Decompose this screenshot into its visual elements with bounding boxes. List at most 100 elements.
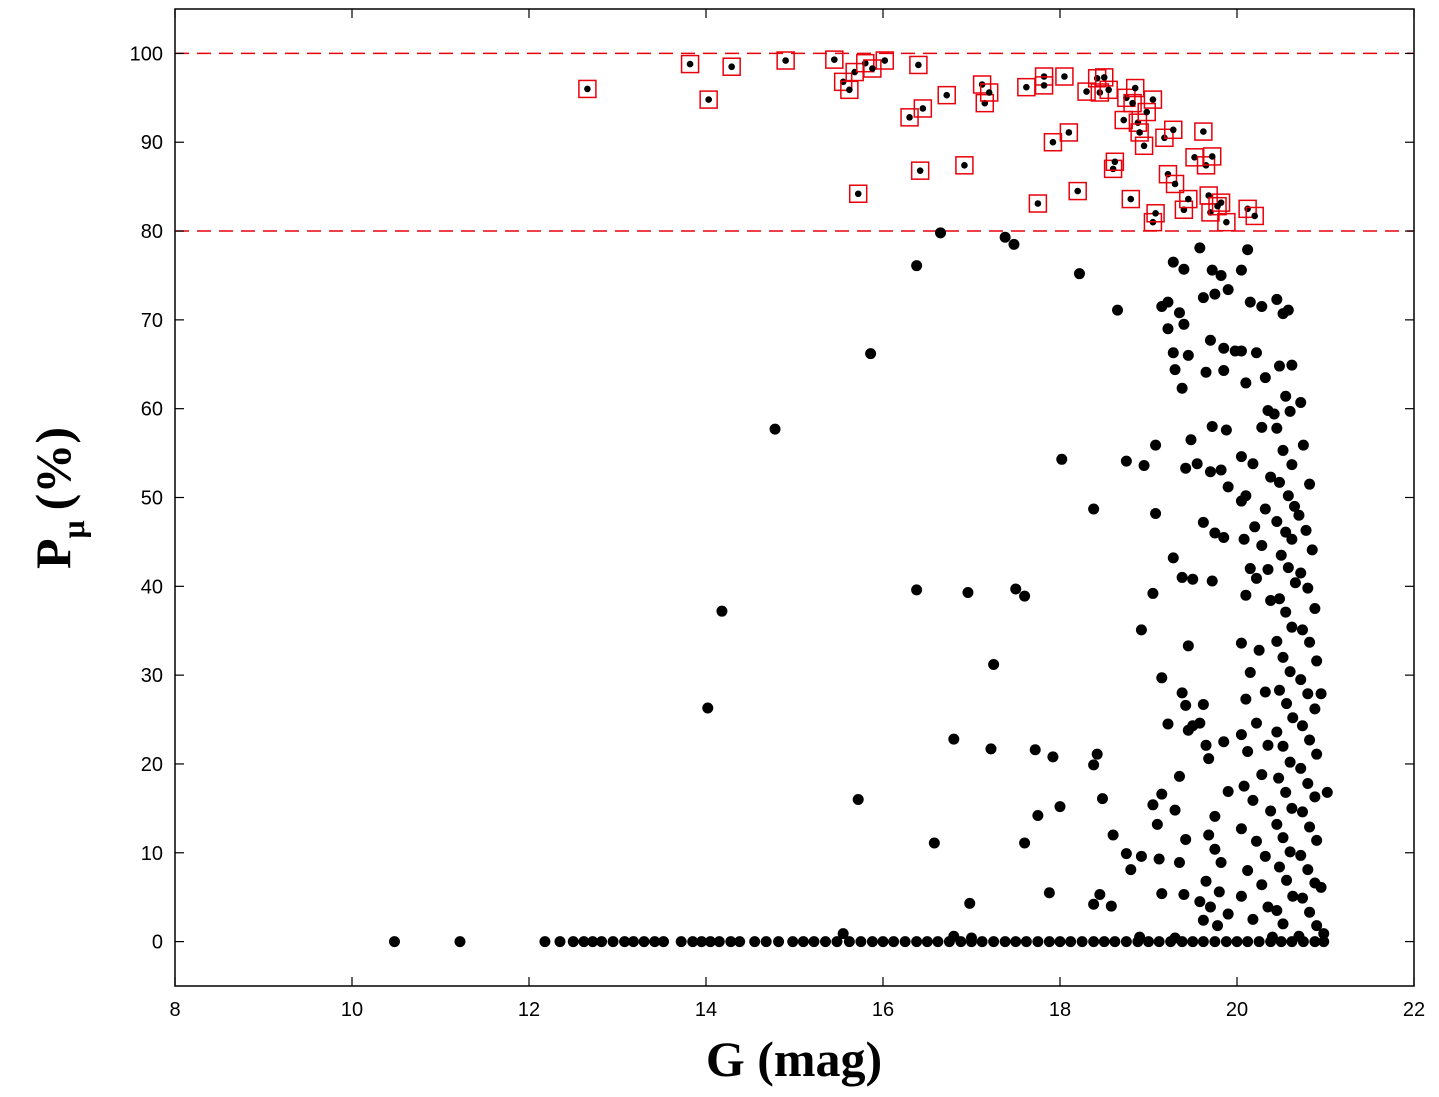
data-point [1150,507,1162,519]
data-point [769,423,781,435]
data-point [1280,786,1292,798]
data-point [1204,466,1216,478]
data-point [1235,451,1247,463]
data-point [988,936,1000,948]
data-point [1277,740,1289,752]
member-box [776,51,795,70]
data-point [1242,865,1254,877]
data-point [1247,458,1259,470]
data-point [1218,736,1230,748]
data-point [976,936,988,948]
data-point [1242,936,1254,948]
data-point [865,348,877,360]
member-box [910,161,930,180]
data-point [1296,806,1308,818]
data-point [1167,347,1179,359]
data-point [539,936,551,948]
data-point [1273,861,1285,873]
data-point [1169,364,1181,376]
data-point [1240,377,1252,389]
data-point [1156,788,1168,800]
member-box [1202,147,1222,166]
data-points [388,227,1333,948]
data-point [1200,875,1212,887]
y-axis-title-unit: (%) [25,427,81,510]
data-point [1304,478,1316,490]
data-point [1173,857,1185,869]
member-box [1137,102,1156,122]
y-tick-label: 30 [141,665,163,687]
x-axis-ticks: 8 10 12 14 16 18 20 22 [169,9,1425,1021]
data-point [1297,439,1309,451]
data-point [1218,342,1230,354]
data-point [1235,890,1247,902]
data-point [1265,595,1277,607]
member-point [1136,129,1143,136]
data-point [985,743,997,755]
data-point [1120,455,1132,467]
data-point [1235,823,1247,835]
member-point [1034,200,1042,207]
member-point [1105,86,1112,94]
data-point [1176,382,1188,394]
data-point [1204,334,1216,346]
data-point [831,936,843,948]
member-point [1129,99,1136,107]
data-point [1271,422,1283,434]
data-point [1215,857,1227,869]
data-point [1047,751,1059,763]
member-point [1040,82,1048,89]
data-point [1250,717,1262,729]
data-point [1311,655,1323,667]
data-point [1259,503,1271,515]
data-point [1197,936,1209,948]
data-point [1311,920,1323,932]
data-point [1318,936,1330,948]
data-point [1120,936,1132,948]
member-box [1055,67,1074,86]
data-point [1296,624,1308,636]
data-point [1238,780,1250,792]
data-point [1194,242,1206,254]
data-point [1277,444,1289,456]
data-point [1281,698,1293,710]
data-point [1032,936,1044,948]
data-point [852,793,864,805]
x-tick-label: 10 [341,999,363,1021]
data-point [1282,304,1294,316]
data-point [911,584,923,596]
data-point [1169,804,1181,816]
data-point [1266,931,1278,943]
data-point [1107,829,1119,841]
y-tick-label: 100 [130,43,163,65]
data-point [1304,906,1316,918]
data-point [1222,908,1234,920]
data-point [1056,453,1068,465]
data-point [928,837,940,849]
data-point [877,936,889,948]
data-point [1200,366,1212,378]
data-point [1173,307,1185,319]
data-point [1215,269,1227,281]
data-point [454,936,466,948]
member-point [1120,116,1128,124]
member-point [1217,199,1225,206]
data-point [554,936,566,948]
member-box [937,85,956,105]
data-point [1273,684,1285,696]
member-box [1217,212,1236,232]
data-point [1194,896,1206,908]
data-point [1134,931,1146,943]
data-point [921,936,933,948]
data-point [797,936,809,948]
member-box [1068,181,1087,201]
data-point [1304,734,1316,746]
data-point [1008,238,1020,250]
member-point [1100,74,1108,81]
member-box [1238,199,1257,219]
data-point [1194,717,1206,729]
member-point [1127,195,1135,203]
data-point [1091,748,1103,760]
data-point [1197,698,1209,710]
data-point [1073,268,1085,280]
